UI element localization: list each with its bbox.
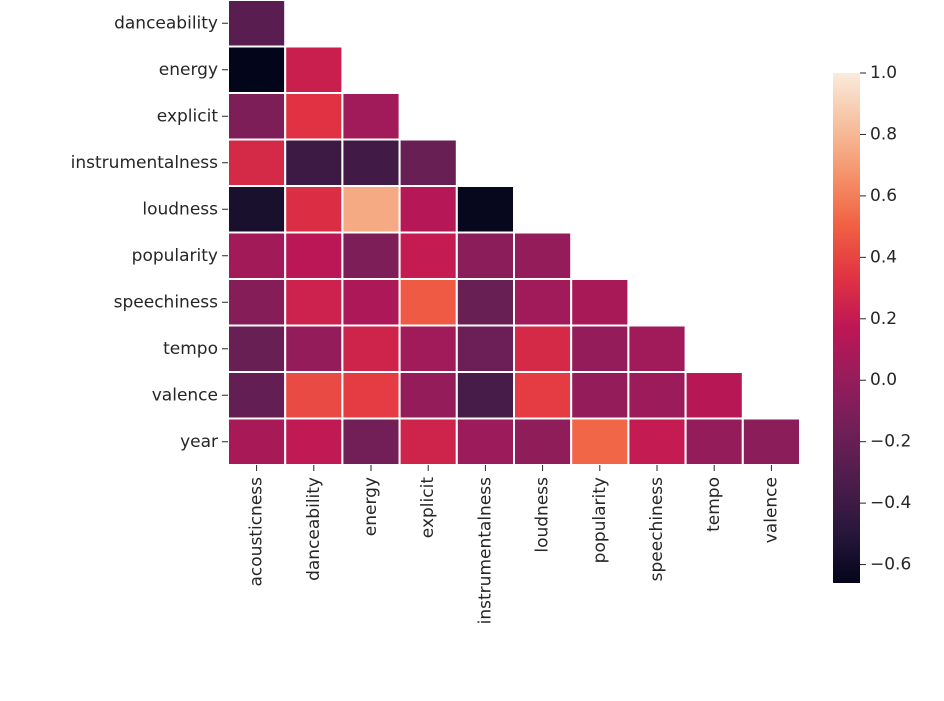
heatmap-cell <box>398 231 458 280</box>
heatmap-cell <box>284 371 344 420</box>
x-tick-label: popularity <box>590 477 610 563</box>
y-tick-label: tempo <box>163 339 218 359</box>
colorbar-tick-label: −0.2 <box>870 432 911 452</box>
colorbar-tick-label: 0.0 <box>870 370 897 390</box>
heatmap-cell <box>227 371 287 420</box>
heatmap-cell <box>227 92 287 141</box>
heatmap-cell <box>513 324 573 373</box>
heatmap-cell <box>455 371 515 420</box>
y-tick-label: year <box>180 432 218 452</box>
y-tick-label: danceability <box>114 13 218 33</box>
colorbar-tick-label: −0.4 <box>870 493 911 513</box>
heatmap-cell <box>284 278 344 327</box>
heatmap-cell <box>398 185 458 234</box>
heatmap-cell <box>398 278 458 327</box>
x-tick-label: explicit <box>418 477 438 539</box>
heatmap-cell <box>284 324 344 373</box>
y-tick-label: valence <box>152 385 218 405</box>
heatmap-cell <box>284 138 344 187</box>
x-tick-label: energy <box>361 477 381 536</box>
colorbar-tick-label: 0.8 <box>870 124 897 144</box>
heatmap-cell <box>284 231 344 280</box>
heatmap-cell <box>227 417 287 466</box>
heatmap-cell <box>227 324 287 373</box>
heatmap-cell <box>455 278 515 327</box>
heatmap-cell <box>341 417 401 466</box>
x-tick-label: loudness <box>533 477 553 553</box>
colorbar-tick-label: 1.0 <box>870 63 897 83</box>
x-tick-label: acousticness <box>247 477 267 587</box>
heatmap-cell <box>341 92 401 141</box>
heatmap-cell <box>627 371 687 420</box>
heatmap-cell <box>455 417 515 466</box>
heatmap-cell <box>284 185 344 234</box>
heatmap-cell <box>341 324 401 373</box>
heatmap-cell <box>513 417 573 466</box>
y-tick-label: instrumentalness <box>71 153 218 173</box>
heatmap-cell <box>570 278 630 327</box>
colorbar-tick-label: 0.4 <box>870 247 897 267</box>
heatmap-cell <box>570 417 630 466</box>
heatmap-cell <box>227 0 287 48</box>
heatmap-cell <box>513 231 573 280</box>
heatmap-cell <box>227 138 287 187</box>
heatmap-cell <box>570 324 630 373</box>
heatmap-cell <box>398 324 458 373</box>
heatmap-cell <box>284 417 344 466</box>
y-tick-label: loudness <box>142 199 218 219</box>
y-tick-label: popularity <box>132 246 218 266</box>
x-tick-label: instrumentalness <box>475 477 495 624</box>
heatmap-cell <box>627 324 687 373</box>
heatmap-cell <box>684 417 744 466</box>
heatmap-cell <box>227 231 287 280</box>
heatmap-cell <box>684 371 744 420</box>
heatmap-cell <box>284 92 344 141</box>
heatmap-cell <box>570 371 630 420</box>
heatmap-cell <box>513 371 573 420</box>
heatmap-cell <box>455 324 515 373</box>
heatmap-cell <box>341 278 401 327</box>
x-tick-label: tempo <box>704 477 724 532</box>
heatmap-cell <box>341 371 401 420</box>
heatmap-cell <box>227 278 287 327</box>
heatmap-cell <box>227 185 287 234</box>
heatmap-cell <box>398 417 458 466</box>
heatmap-cell <box>227 45 287 94</box>
y-tick-label: speechiness <box>114 292 219 312</box>
heatmap-cell <box>341 138 401 187</box>
heatmap-cell <box>284 45 344 94</box>
heatmap-cell <box>741 417 801 466</box>
heatmap-cell <box>455 185 515 234</box>
heatmap-cell <box>398 371 458 420</box>
colorbar-tick-label: 0.6 <box>870 186 897 206</box>
heatmap-cell <box>341 185 401 234</box>
x-tick-label: danceability <box>304 477 324 581</box>
y-tick-label: explicit <box>157 106 219 126</box>
x-tick-label: valence <box>761 477 781 543</box>
colorbar-tick-label: 0.2 <box>870 309 897 329</box>
heatmap-cell <box>398 138 458 187</box>
colorbar-tick-label: −0.6 <box>870 555 911 575</box>
heatmap-cell <box>341 231 401 280</box>
colorbar <box>833 73 860 583</box>
x-tick-label: speechiness <box>647 477 667 582</box>
heatmap-cell <box>513 278 573 327</box>
heatmap-cell <box>455 231 515 280</box>
heatmap-cell <box>627 417 687 466</box>
y-tick-label: energy <box>159 60 218 80</box>
